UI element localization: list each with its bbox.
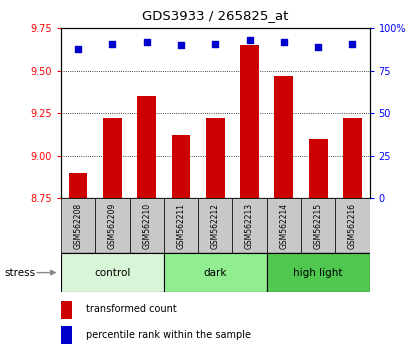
Point	[109, 41, 116, 46]
Text: dark: dark	[204, 268, 227, 278]
Text: GSM562216: GSM562216	[348, 202, 357, 249]
Text: high light: high light	[294, 268, 343, 278]
Bar	[309, 139, 328, 198]
Bar	[129, 198, 164, 253]
Bar	[171, 135, 190, 198]
Point	[75, 46, 81, 52]
Point	[349, 41, 356, 46]
Bar	[137, 96, 156, 198]
Point	[178, 42, 184, 48]
Text: GSM562210: GSM562210	[142, 202, 151, 249]
Bar	[103, 118, 122, 198]
Bar	[274, 76, 293, 198]
Point	[246, 38, 253, 43]
Bar	[164, 253, 267, 292]
Bar	[232, 198, 267, 253]
Bar	[61, 326, 72, 344]
Bar	[61, 301, 72, 319]
Text: GSM562213: GSM562213	[245, 202, 254, 249]
Bar	[267, 198, 301, 253]
Text: GSM562208: GSM562208	[74, 202, 83, 249]
Text: percentile rank within the sample: percentile rank within the sample	[86, 330, 251, 340]
Text: GSM562211: GSM562211	[176, 203, 186, 249]
Bar	[267, 253, 370, 292]
Bar	[343, 118, 362, 198]
Text: GSM562212: GSM562212	[211, 203, 220, 249]
Bar	[95, 198, 129, 253]
Bar	[240, 45, 259, 198]
Text: transformed count: transformed count	[86, 304, 176, 314]
Bar	[164, 198, 198, 253]
Text: GDS3933 / 265825_at: GDS3933 / 265825_at	[142, 9, 289, 22]
Point	[281, 39, 287, 45]
Point	[212, 41, 219, 46]
Bar	[335, 198, 370, 253]
Text: control: control	[94, 268, 131, 278]
Text: GSM562214: GSM562214	[279, 202, 289, 249]
Bar	[198, 198, 232, 253]
Text: stress: stress	[4, 268, 35, 278]
Bar	[301, 198, 335, 253]
Point	[143, 39, 150, 45]
Bar	[68, 173, 87, 198]
Text: GSM562215: GSM562215	[314, 202, 323, 249]
Bar	[61, 253, 164, 292]
Bar	[61, 198, 95, 253]
Bar	[206, 118, 225, 198]
Point	[315, 44, 322, 50]
Text: GSM562209: GSM562209	[108, 202, 117, 249]
